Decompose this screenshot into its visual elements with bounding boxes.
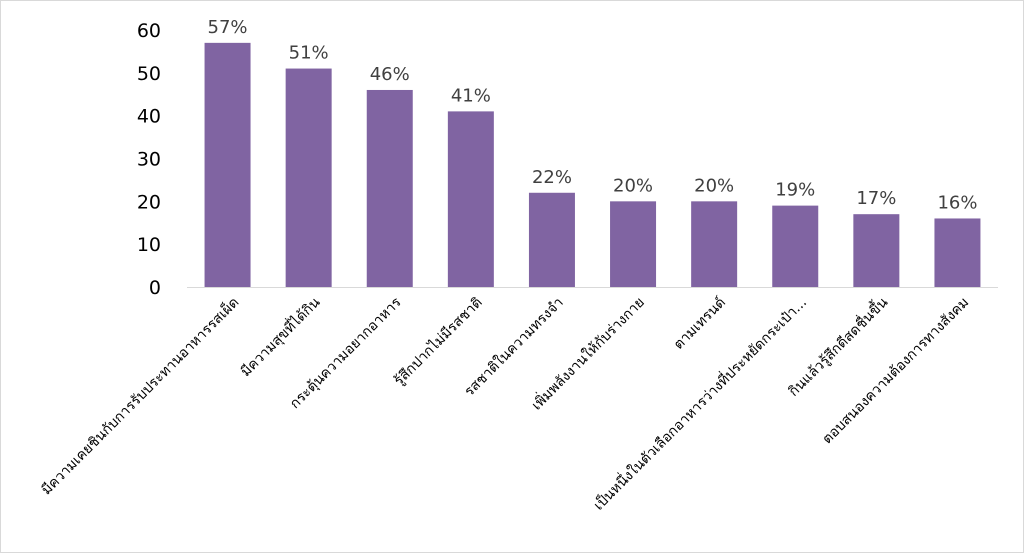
data-label: 51% xyxy=(289,43,329,64)
bar xyxy=(285,68,332,287)
bar xyxy=(772,205,819,287)
data-label: 20% xyxy=(613,175,653,196)
y-tick-label: 0 xyxy=(149,277,161,299)
data-label: 16% xyxy=(937,192,977,213)
data-label: 46% xyxy=(370,64,410,85)
data-labels: 57% 51% 46% 41% 22% 20% 20% 19% 17% 16% xyxy=(208,17,978,214)
bar xyxy=(610,201,657,287)
y-tick-label: 30 xyxy=(137,149,161,171)
category-label: ตามเทรนด์ xyxy=(670,294,729,353)
y-tick-label: 50 xyxy=(137,63,161,85)
data-label: 17% xyxy=(856,188,896,209)
category-label: รู้สึกปากไม่มีรสชาติ xyxy=(390,294,485,389)
bar xyxy=(447,111,494,287)
y-axis: 0 10 20 30 40 50 60 xyxy=(137,20,998,299)
data-label: 22% xyxy=(532,167,572,188)
data-label: 41% xyxy=(451,85,491,106)
bar xyxy=(934,218,981,287)
y-tick-label: 10 xyxy=(137,234,161,256)
data-label: 57% xyxy=(208,17,248,38)
bars xyxy=(204,42,981,287)
y-tick-label: 40 xyxy=(137,106,161,128)
bar xyxy=(691,201,738,287)
category-label: ตอบสนองความต้องการทางสังคม xyxy=(819,295,972,448)
y-tick-label: 60 xyxy=(137,20,161,42)
bar xyxy=(528,192,575,287)
category-label: มีความสุขที่ได้กิน xyxy=(236,293,323,380)
y-tick-label: 20 xyxy=(137,191,161,213)
bar xyxy=(204,42,251,287)
bar xyxy=(853,214,900,287)
category-label: มีความเคยชินกับการรับประทานอาหารรสเผ็ด xyxy=(37,293,242,498)
bar xyxy=(366,89,413,287)
data-label: 19% xyxy=(775,180,815,201)
x-axis-labels: มีความเคยชินกับการรับประทานอาหารรสเผ็ดมี… xyxy=(37,292,972,514)
data-label: 20% xyxy=(694,175,734,196)
